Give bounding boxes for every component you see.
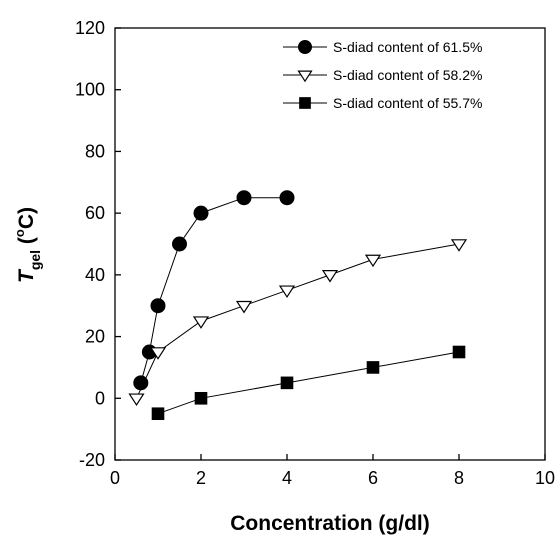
data-point xyxy=(279,190,295,206)
y-axis-title-unit-prefix: ( xyxy=(15,237,38,250)
series-layer xyxy=(128,190,468,421)
plot-border xyxy=(114,27,546,461)
data-point xyxy=(321,270,339,283)
x-tick-label: 2 xyxy=(196,468,206,488)
data-point xyxy=(192,316,210,329)
series-line xyxy=(140,197,287,384)
legend-marker xyxy=(298,40,312,54)
legend-label: S-diad content of 55.7% xyxy=(333,95,482,111)
data-point xyxy=(193,205,209,221)
x-tick-label: 0 xyxy=(110,468,120,488)
series-1 xyxy=(133,190,295,391)
data-point xyxy=(149,347,167,360)
data-point xyxy=(364,254,382,268)
y-axis-title-subscript: gel xyxy=(27,250,43,270)
x-axis-title: Concentration (g/dl) xyxy=(230,512,429,535)
legend-marker xyxy=(299,97,311,109)
data-point xyxy=(278,285,296,299)
legend-marker xyxy=(297,70,313,83)
data-point xyxy=(366,361,380,374)
x-tick-label: 10 xyxy=(535,468,555,488)
data-point xyxy=(150,298,166,314)
y-tick-label: -20 xyxy=(79,450,105,470)
legend-entry-1: S-diad content of 61.5% xyxy=(283,39,482,55)
legend-entry-2: S-diad content of 58.2% xyxy=(283,67,482,83)
data-point xyxy=(450,239,468,252)
y-tick-label: 40 xyxy=(85,265,105,285)
x-tick-label: 4 xyxy=(282,468,292,488)
y-tick-label: 80 xyxy=(85,141,105,161)
y-tick-label: 120 xyxy=(75,18,105,38)
series-line xyxy=(136,243,460,399)
legend-label: S-diad content of 61.5% xyxy=(333,39,482,55)
data-point xyxy=(172,236,187,252)
x-tick-label: 8 xyxy=(454,468,464,488)
data-point xyxy=(194,391,208,405)
y-axis-title: Tgel (oC) xyxy=(12,207,43,283)
series-2 xyxy=(128,239,468,407)
y-axis-ticks: -20 0 20 40 60 80 100 120 xyxy=(75,18,121,470)
legend: S-diad content of 61.5% S-diad content of… xyxy=(283,39,482,111)
y-axis-title-main: T xyxy=(15,268,38,283)
series-3 xyxy=(151,345,466,421)
x-tick-label: 6 xyxy=(368,468,378,488)
plot-frame xyxy=(114,27,546,461)
x-axis-ticks: 0 2 4 6 8 10 xyxy=(110,454,555,488)
y-tick-label: 20 xyxy=(85,327,105,347)
y-axis-title-unit-superscript: o xyxy=(12,229,27,237)
y-tick-label: 0 xyxy=(95,388,105,408)
legend-label: S-diad content of 58.2% xyxy=(333,67,482,83)
data-point xyxy=(128,393,145,407)
y-axis-title-unit-suffix: C) xyxy=(15,207,38,229)
data-point xyxy=(151,407,165,421)
y-tick-label: 60 xyxy=(85,203,105,223)
y-tick-label: 100 xyxy=(75,80,105,100)
data-point xyxy=(235,300,253,314)
data-point xyxy=(236,190,252,206)
data-point xyxy=(280,376,294,390)
legend-entry-3: S-diad content of 55.7% xyxy=(283,95,482,111)
data-point xyxy=(452,345,466,359)
